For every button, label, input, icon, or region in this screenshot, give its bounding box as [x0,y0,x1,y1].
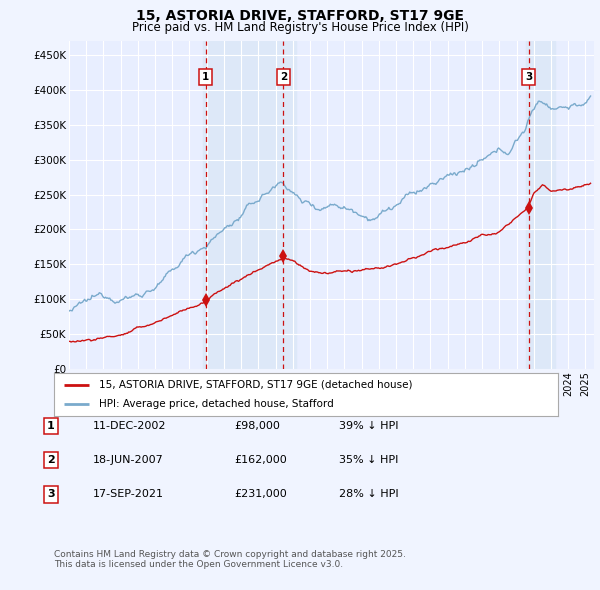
Text: 1: 1 [47,421,55,431]
Text: 17-SEP-2021: 17-SEP-2021 [93,490,164,499]
Text: Price paid vs. HM Land Registry's House Price Index (HPI): Price paid vs. HM Land Registry's House … [131,21,469,34]
Bar [526,41,554,369]
Text: 28% ↓ HPI: 28% ↓ HPI [339,490,398,499]
Text: Contains HM Land Registry data © Crown copyright and database right 2025.
This d: Contains HM Land Registry data © Crown c… [54,550,406,569]
Text: 15, ASTORIA DRIVE, STAFFORD, ST17 9GE (detached house): 15, ASTORIA DRIVE, STAFFORD, ST17 9GE (d… [100,380,413,390]
Text: 3: 3 [525,73,532,83]
Text: £98,000: £98,000 [234,421,280,431]
Text: £162,000: £162,000 [234,455,287,465]
Text: 15, ASTORIA DRIVE, STAFFORD, ST17 9GE: 15, ASTORIA DRIVE, STAFFORD, ST17 9GE [136,9,464,23]
Text: 18-JUN-2007: 18-JUN-2007 [93,455,164,465]
Text: 2: 2 [280,73,287,83]
Text: 3: 3 [47,490,55,499]
Bar [203,41,296,369]
Text: 11-DEC-2002: 11-DEC-2002 [93,421,167,431]
Text: 1: 1 [202,73,209,83]
Text: 39% ↓ HPI: 39% ↓ HPI [339,421,398,431]
Text: 2: 2 [47,455,55,465]
Text: £231,000: £231,000 [234,490,287,499]
Text: 35% ↓ HPI: 35% ↓ HPI [339,455,398,465]
Text: HPI: Average price, detached house, Stafford: HPI: Average price, detached house, Staf… [100,399,334,409]
